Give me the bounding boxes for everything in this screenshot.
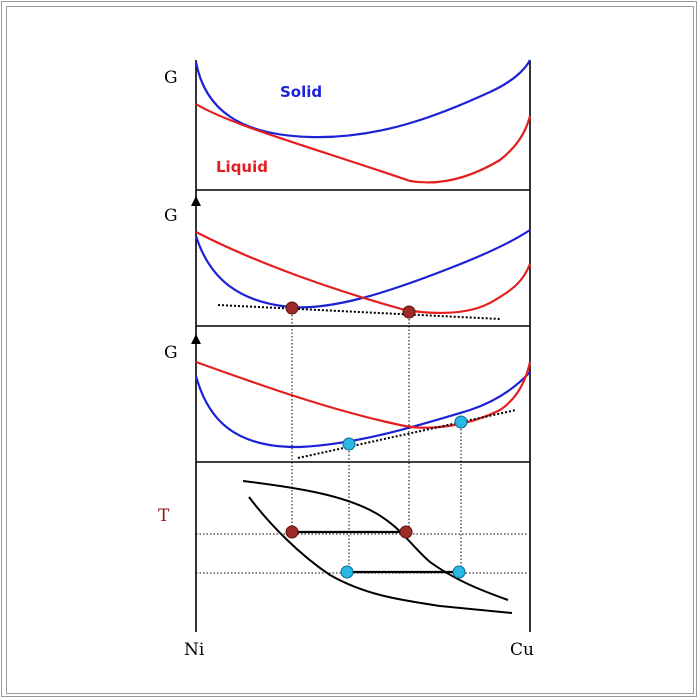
x-axis-right-label: Cu <box>510 640 534 660</box>
x-axis-left-label: Ni <box>184 640 205 660</box>
point-light-panel-3-left <box>342 437 356 451</box>
common-tangent-panel-3 <box>297 409 517 459</box>
common-tangent-panel-2 <box>217 304 501 320</box>
axis-arrow-2 <box>191 196 201 206</box>
liquid-label: Liquid <box>216 158 268 176</box>
point-light-panel-4-left <box>340 565 354 579</box>
point-dark-panel-2-left <box>285 301 299 315</box>
solid-label: Solid <box>280 83 322 101</box>
liquid-curve-panel-3 <box>195 360 532 429</box>
axis-label-g-3: G <box>164 343 178 363</box>
liquidus-curve <box>242 480 509 601</box>
point-dark-panel-2-right <box>402 305 416 319</box>
solidus-curve <box>248 496 513 614</box>
solid-curve-panel-3 <box>194 371 531 449</box>
axis-label-g-1: G <box>164 68 178 88</box>
axis-arrow-3 <box>191 334 201 344</box>
liquid-curve-panel-2 <box>195 231 532 315</box>
point-light-panel-4-right <box>452 565 466 579</box>
axis-label-t: T <box>158 506 170 526</box>
point-dark-panel-4-right <box>399 525 413 539</box>
liquid-curve-panel-1 <box>195 103 532 184</box>
point-light-panel-3-right <box>454 415 468 429</box>
axis-label-g-2: G <box>164 206 178 226</box>
solid-curve-panel-1 <box>194 59 531 139</box>
point-dark-panel-4-left <box>285 525 299 539</box>
inner-frame <box>6 6 694 694</box>
solid-curve-panel-2 <box>194 229 531 309</box>
